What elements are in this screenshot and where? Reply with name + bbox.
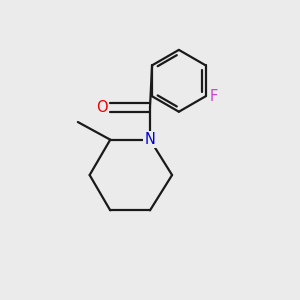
Text: N: N — [145, 132, 155, 147]
Text: F: F — [210, 89, 218, 104]
Text: O: O — [96, 100, 108, 115]
